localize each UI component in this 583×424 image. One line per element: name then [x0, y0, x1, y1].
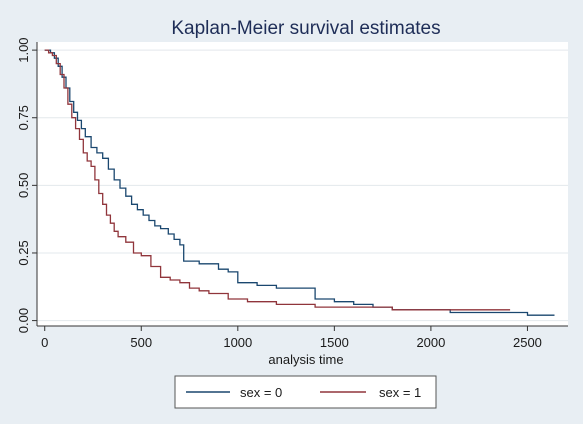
plot-area — [37, 42, 568, 326]
x-tick-label: 500 — [130, 335, 152, 350]
legend-label-sex1: sex = 1 — [379, 385, 421, 400]
y-tick-label: 0.25 — [16, 240, 31, 265]
axes: 0.00 0.25 0.50 0.75 1.00 0 500 1000 1500 2000 2500 — [16, 37, 568, 350]
x-tick-label: 0 — [41, 335, 48, 350]
x-tick-label: 1000 — [223, 335, 252, 350]
x-tick-label: 2000 — [416, 335, 445, 350]
survival-curve-sex1 — [44, 49, 511, 311]
survival-curves — [44, 49, 555, 316]
grid-lines — [37, 49, 568, 322]
y-tick-label: 1.00 — [16, 37, 31, 62]
y-tick-label: 0.00 — [16, 308, 31, 333]
x-axis-title: analysis time — [268, 352, 343, 367]
survival-curve-sex0 — [44, 49, 555, 316]
legend-label-sex0: sex = 0 — [240, 385, 282, 400]
y-tick-label: 0.50 — [16, 173, 31, 198]
x-tick-label: 1500 — [320, 335, 349, 350]
y-tick-label: 0.75 — [16, 105, 31, 130]
x-tick-label: 2500 — [513, 335, 542, 350]
legend: sex = 0 sex = 1 — [174, 375, 437, 409]
chart-title: Kaplan-Meier survival estimates — [171, 18, 440, 39]
